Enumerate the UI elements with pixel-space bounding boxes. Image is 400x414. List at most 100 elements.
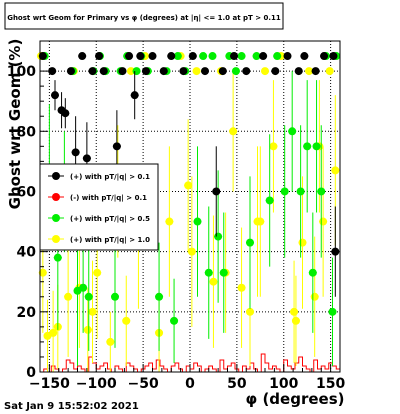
data-point [283,52,292,61]
data-point [280,187,289,196]
data-point [82,154,91,163]
data-point [246,238,254,247]
data-point [99,67,108,76]
data-point [199,52,208,61]
data-point [296,187,305,196]
data-point [331,166,340,175]
data-point [218,67,227,76]
data-point [122,316,131,325]
data-point [155,292,164,301]
data-point [112,142,121,151]
data-point [170,316,179,325]
data-point [237,52,246,61]
data-point [192,67,201,76]
date-stamp: Sat Jan 9 15:52:02 2021 [4,401,139,412]
data-point [242,67,251,76]
data-point [312,142,321,151]
data-point [329,52,338,61]
legend-marker [52,214,60,222]
data-point [319,217,328,226]
data-point [325,67,334,76]
data-point [125,52,134,61]
data-point [229,127,238,136]
legend: (+) with pT/|q| > 0.1 (-) with pT/|q| > 0… [39,163,159,251]
data-point [88,67,97,76]
data-point [201,67,209,76]
data-point [320,52,329,61]
x-tick-label: −100 [76,376,117,392]
data-point [179,67,188,76]
data-point [38,268,47,277]
data-point [49,328,58,337]
x-tick-label: 0 [185,376,195,392]
y-tick-label: 40 [17,245,37,261]
data-point [209,277,218,286]
data-point [308,268,317,277]
x-tick-label: 100 [269,376,298,392]
data-point [130,91,139,100]
data-point [61,109,70,118]
data-point [273,52,282,61]
data-point [256,217,265,226]
x-tick-label: 50 [227,376,247,392]
y-tick-label: 100 [7,64,36,80]
data-point [259,52,268,61]
data-point [219,268,228,277]
data-point [290,307,299,316]
y-tick-label: 80 [17,124,37,140]
y-tick-label: 0 [26,365,36,381]
data-point [132,67,141,76]
data-point [159,67,168,76]
data-point [78,52,87,61]
data-point [230,52,239,61]
data-point [212,187,221,196]
data-point [66,67,75,76]
data-point [53,253,62,262]
data-point [311,67,320,76]
data-point [214,232,223,241]
y-tick-label: 20 [17,305,37,321]
data-point [64,292,73,301]
data-point [303,142,312,151]
data-point [88,307,97,316]
data-point [208,52,217,61]
data-point [237,283,246,292]
data-point [111,292,119,301]
legend-marker [52,235,60,243]
x-tick-label: −50 [128,376,159,392]
data-point [331,247,340,256]
data-point [300,52,309,61]
data-point [187,247,196,256]
data-point [193,217,202,226]
data-point [93,268,102,277]
data-point [310,292,319,301]
legend-marker [52,172,60,180]
legend-label: (+) with pT/|q| > 0.1 [70,173,150,182]
legend-marker [52,193,60,201]
data-point [95,52,104,61]
data-point [136,52,145,61]
data-point [252,52,261,61]
data-point [184,181,193,190]
chart-title: Ghost wrt Geom for Primary vs φ (degrees… [7,14,281,23]
data-point [165,217,174,226]
data-point [269,142,278,151]
x-tick-label: −150 [29,376,70,392]
data-point [173,52,182,61]
data-point [48,67,57,76]
data-point [246,307,254,316]
data-point [188,52,197,61]
data-point [291,316,300,325]
axes: −150 −100 −50 0 50 100 150 0 20 40 60 80 100 [7,55,345,392]
y-tick-label: 60 [17,184,37,200]
title-box [4,2,284,30]
data-point [106,337,115,346]
data-point [83,325,92,334]
legend-box [39,163,159,251]
data-point [204,268,213,277]
data-point [231,67,240,76]
data-point [261,67,269,76]
legend-label: (+) with pT/|q| > 1.0 [70,236,150,245]
